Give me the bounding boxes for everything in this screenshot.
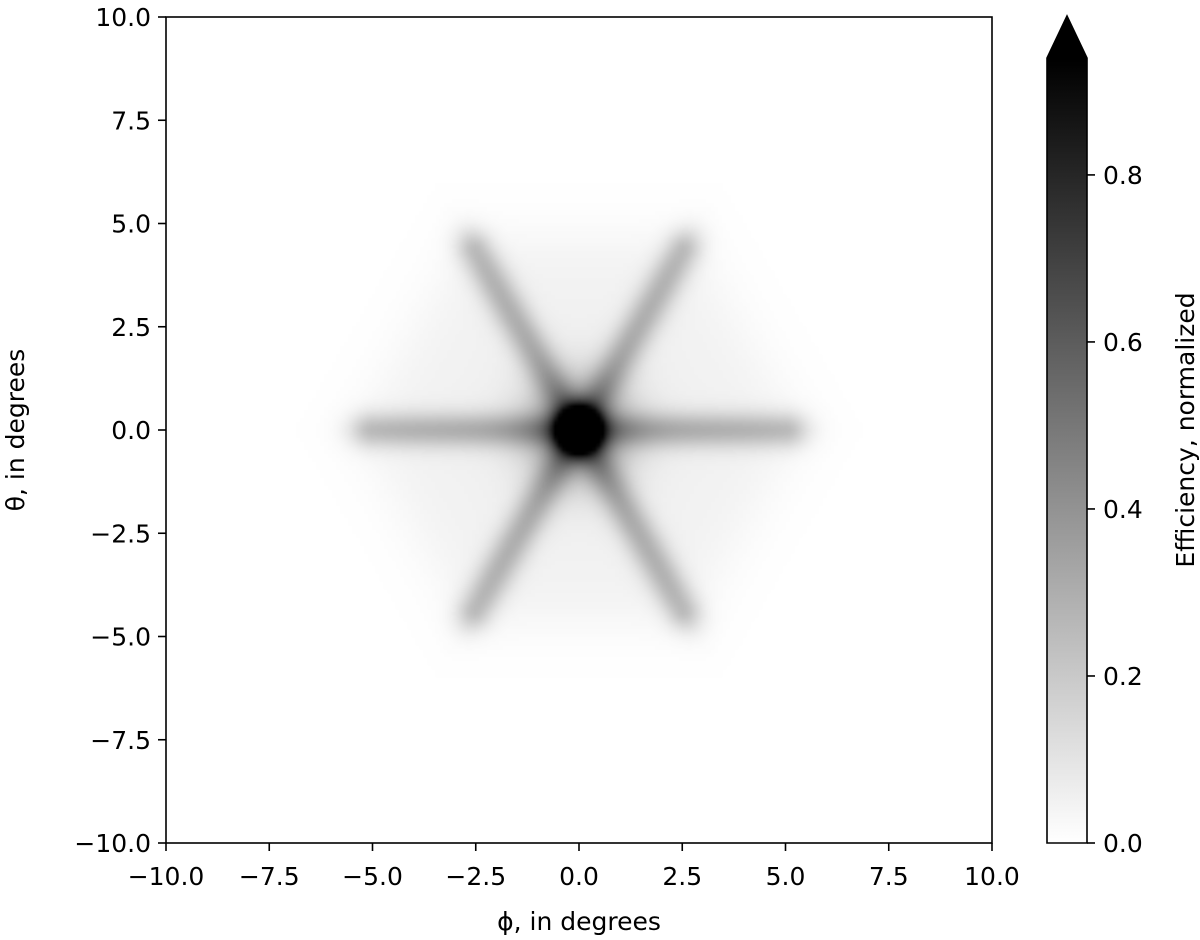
heatmap-image — [166, 17, 992, 843]
y-tick-label: −10.0 — [74, 829, 151, 858]
x-tick-label: −2.5 — [445, 862, 506, 891]
colorbar: 0.0 0.2 0.4 0.6 0.8 Efficiency, normalized — [1046, 14, 1200, 858]
x-axis-label: ϕ, in degrees — [497, 907, 661, 936]
y-tick-label: −2.5 — [90, 519, 151, 548]
colorbar-tick-label: 0.0 — [1103, 829, 1143, 858]
colorbar-tick-label: 0.4 — [1103, 495, 1143, 524]
y-axis-label: θ, in degrees — [1, 349, 30, 512]
colorbar-extend-arrow — [1047, 16, 1087, 58]
x-tick-label: −10.0 — [128, 862, 205, 891]
x-axis: −10.0 −7.5 −5.0 −2.5 0.0 2.5 5.0 7.5 10.0 — [128, 843, 1020, 891]
y-tick-label: 0.0 — [111, 416, 151, 445]
x-tick-label: 0.0 — [559, 862, 599, 891]
x-tick-label: 10.0 — [964, 862, 1020, 891]
colorbar-tick-label: 0.6 — [1103, 328, 1143, 357]
y-tick-label: 10.0 — [95, 3, 151, 32]
y-tick-label: −7.5 — [90, 726, 151, 755]
x-tick-label: −7.5 — [239, 862, 300, 891]
x-tick-label: 7.5 — [869, 862, 909, 891]
colorbar-tick-label: 0.8 — [1103, 161, 1143, 190]
y-tick-label: 5.0 — [111, 210, 151, 239]
colorbar-tick-label: 0.2 — [1103, 662, 1143, 691]
plot-frame — [165, 16, 993, 844]
colorbar-label: Efficiency, normalized — [1171, 292, 1200, 567]
y-tick-label: 7.5 — [111, 106, 151, 135]
colorbar-frame — [1046, 14, 1088, 844]
x-tick-label: −5.0 — [342, 862, 403, 891]
x-tick-label: 5.0 — [766, 862, 806, 891]
colorbar-gradient — [1047, 58, 1087, 843]
y-tick-label: −5.0 — [90, 623, 151, 652]
y-tick-label: 2.5 — [111, 313, 151, 342]
y-axis: −10.0 −7.5 −5.0 −2.5 0.0 2.5 5.0 7.5 10.0 — [74, 3, 166, 858]
x-tick-label: 2.5 — [662, 862, 702, 891]
